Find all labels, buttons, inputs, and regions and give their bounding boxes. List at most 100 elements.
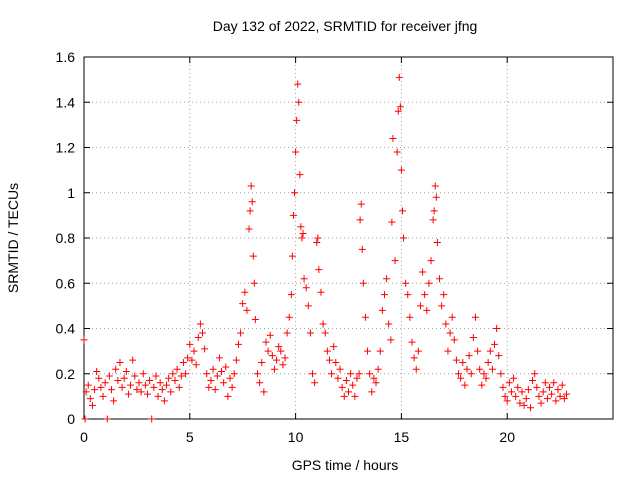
data-point xyxy=(397,166,405,174)
data-point xyxy=(461,381,469,389)
data-point xyxy=(207,377,215,385)
y-tick-label: 1 xyxy=(67,185,75,201)
data-point xyxy=(266,331,274,339)
data-point xyxy=(431,182,439,190)
data-point xyxy=(429,216,437,224)
data-point xyxy=(285,313,293,321)
data-point xyxy=(112,365,120,373)
data-point xyxy=(194,334,202,342)
x-tick-label: 15 xyxy=(394,429,410,445)
data-point xyxy=(526,404,534,412)
data-point xyxy=(463,365,471,373)
data-point xyxy=(246,207,254,215)
data-point xyxy=(133,386,141,394)
data-point xyxy=(550,379,558,387)
data-point xyxy=(499,383,507,391)
data-point xyxy=(289,211,297,219)
data-point xyxy=(114,377,122,385)
data-point xyxy=(116,358,124,366)
data-point xyxy=(416,302,424,310)
data-point xyxy=(101,379,109,387)
data-point xyxy=(277,347,285,355)
data-point xyxy=(319,320,327,328)
data-point xyxy=(493,325,501,332)
data-point xyxy=(370,374,378,382)
data-point xyxy=(378,306,386,314)
data-point xyxy=(165,374,173,382)
data-point xyxy=(380,291,388,299)
data-point xyxy=(224,392,232,400)
data-point xyxy=(535,392,543,400)
data-point xyxy=(518,388,526,396)
data-point xyxy=(218,367,226,375)
data-point xyxy=(512,392,520,400)
y-tick-label: 0.2 xyxy=(56,366,76,382)
data-point xyxy=(148,415,156,423)
data-point xyxy=(482,374,490,382)
data-point xyxy=(476,365,484,373)
y-tick-label: 0.4 xyxy=(56,321,76,337)
data-point xyxy=(503,397,511,405)
data-point xyxy=(99,392,107,400)
data-point xyxy=(366,370,374,378)
data-point xyxy=(372,379,380,387)
data-point xyxy=(294,80,302,88)
data-point xyxy=(328,370,336,378)
x-tick-label: 0 xyxy=(80,429,88,445)
data-point xyxy=(245,225,253,233)
data-point xyxy=(531,370,539,378)
data-point xyxy=(419,268,427,276)
data-point xyxy=(520,401,528,409)
x-tick-label: 20 xyxy=(499,429,515,445)
data-point xyxy=(150,383,158,391)
data-point xyxy=(190,347,198,355)
data-point xyxy=(270,365,278,373)
data-point xyxy=(359,279,367,287)
data-point xyxy=(97,383,105,391)
data-point xyxy=(345,388,352,396)
data-point xyxy=(243,306,251,314)
data-point xyxy=(317,288,325,296)
data-point xyxy=(228,383,236,391)
data-point xyxy=(163,381,171,389)
data-point xyxy=(340,392,348,400)
x-tick-label: 10 xyxy=(288,429,304,445)
data-point xyxy=(196,320,204,328)
data-point xyxy=(467,370,475,378)
data-point xyxy=(480,370,488,378)
data-point xyxy=(234,340,242,348)
data-point xyxy=(395,73,403,81)
data-point xyxy=(177,372,185,380)
data-point xyxy=(558,381,566,389)
data-point xyxy=(220,379,228,387)
data-point xyxy=(368,388,376,396)
data-point xyxy=(80,336,88,344)
data-point xyxy=(311,379,319,387)
data-point xyxy=(446,329,454,337)
data-point xyxy=(248,198,256,206)
data-point xyxy=(427,257,435,265)
data-point xyxy=(402,279,410,287)
data-point xyxy=(241,288,249,296)
data-point xyxy=(408,338,416,346)
data-point xyxy=(522,395,530,403)
data-point xyxy=(315,266,323,274)
data-point xyxy=(543,395,551,403)
data-point xyxy=(448,313,456,321)
data-point xyxy=(137,388,145,396)
data-point xyxy=(127,381,135,389)
data-point xyxy=(396,103,404,111)
data-point xyxy=(298,234,306,242)
data-point xyxy=(391,257,399,265)
data-point xyxy=(203,370,211,378)
data-point xyxy=(510,374,518,382)
y-tick-label: 1.4 xyxy=(56,94,76,110)
data-point xyxy=(356,216,364,224)
data-point xyxy=(400,234,408,242)
data-point xyxy=(135,379,143,387)
data-point xyxy=(179,358,187,366)
data-point xyxy=(484,358,492,366)
data-point xyxy=(184,354,192,362)
data-point xyxy=(410,354,418,362)
y-tick-label: 0.8 xyxy=(56,230,76,246)
